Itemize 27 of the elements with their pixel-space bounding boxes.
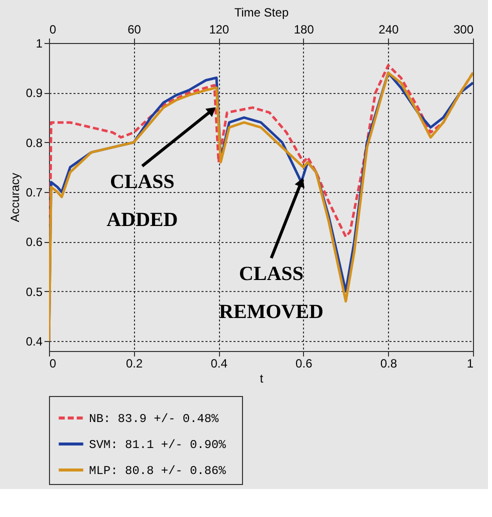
y-tick-label: 0.5 bbox=[26, 284, 43, 299]
legend-label: SVM: 81.1 +/- 0.90% bbox=[89, 438, 227, 452]
annotation: CLASS ADDED bbox=[106, 171, 178, 232]
x2-tick-label: 120 bbox=[209, 22, 230, 36]
y-tick-label: 0.6 bbox=[26, 235, 43, 250]
x-tick-label: 1 bbox=[466, 356, 474, 370]
legend-label: MLP: 80.8 +/- 0.86% bbox=[89, 464, 227, 478]
annotation: CLASS REMOVED bbox=[219, 263, 324, 324]
legend-label: NB: 83.9 +/- 0.48% bbox=[89, 412, 220, 426]
x2-tick-label: 240 bbox=[378, 22, 400, 36]
x-tick-label: 0 bbox=[50, 356, 56, 370]
y-tick-label: 0.9 bbox=[26, 86, 43, 100]
x-tick-label: 0.2 bbox=[126, 356, 143, 370]
y-tick-label: 1 bbox=[36, 36, 43, 50]
x2-tick-label: 180 bbox=[294, 22, 314, 36]
x2-axis-title: Time Step bbox=[234, 6, 289, 20]
y-tick-label: 0.4 bbox=[26, 334, 43, 349]
x-tick-label: 0.6 bbox=[296, 356, 313, 370]
y-tick-label: 0.7 bbox=[26, 186, 43, 200]
x-tick-label: 0.8 bbox=[380, 356, 398, 370]
x-axis-title: t bbox=[260, 372, 264, 386]
x2-tick-label: 60 bbox=[128, 22, 142, 36]
y-tick-label: 0.8 bbox=[26, 136, 43, 150]
x-tick-label: 0.4 bbox=[210, 356, 228, 370]
x2-tick-label: 300 bbox=[453, 22, 474, 36]
y-axis-title: Accuracy bbox=[8, 172, 22, 222]
x2-tick-label: 0 bbox=[50, 22, 56, 36]
